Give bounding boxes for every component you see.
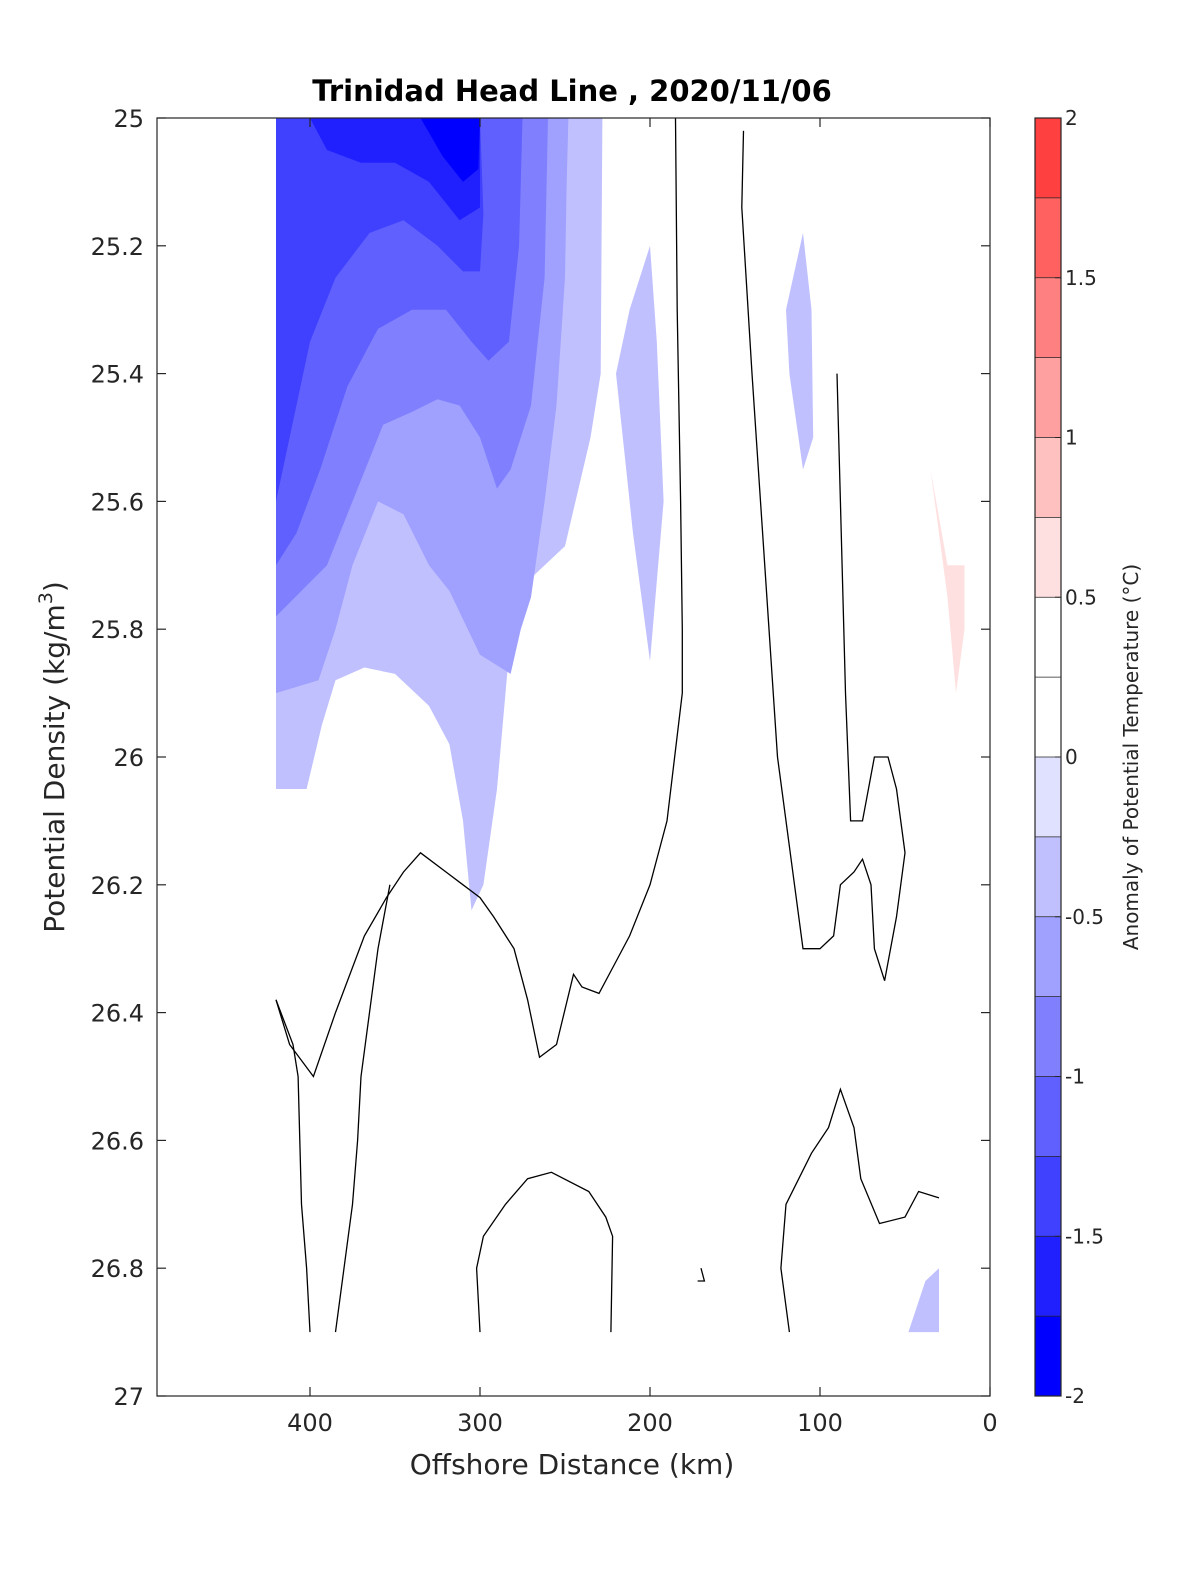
colorbar-swatch [1035, 597, 1061, 678]
colorbar-tick-label: -0.5 [1065, 905, 1104, 929]
colorbar-label: Anomaly of Potential Temperature (°C) [1119, 564, 1143, 950]
x-tick-label: 400 [287, 1409, 333, 1437]
colorbar-swatch [1035, 996, 1061, 1077]
x-axis-label: Offshore Distance (km) [410, 1448, 735, 1481]
x-axis-ticks: 400 300 200 100 0 [287, 118, 998, 1437]
y-tick-label: 26.6 [91, 1127, 144, 1155]
x-tick-label: 200 [627, 1409, 673, 1437]
y-axis-ticks: 25 25.2 25.4 25.6 25.8 26 26.2 26.4 26.6 26.8 27 [91, 105, 990, 1411]
colorbar-swatch [1035, 1236, 1061, 1317]
colorbar-swatch [1035, 677, 1061, 757]
y-tick-label: 26.8 [91, 1255, 144, 1283]
y-tick-label: 25.2 [91, 233, 144, 261]
colorbar-swatch [1035, 277, 1061, 358]
colorbar-tick-label: 0.5 [1065, 585, 1097, 609]
y-axis-label-close: ) [38, 581, 71, 592]
contour-line-3 [780, 1087, 940, 1333]
y-tick-label: 27 [113, 1383, 144, 1411]
contour-line-5 [334, 884, 391, 1333]
filled-region-8 [786, 233, 814, 470]
y-tick-label: 25 [113, 105, 144, 133]
colorbar-swatch [1035, 1156, 1061, 1237]
colorbar-tick-label: -1.5 [1065, 1224, 1104, 1248]
contour-line-6 [697, 1268, 706, 1282]
filled-region-13 [930, 469, 965, 694]
y-tick-label: 26.4 [91, 1000, 144, 1028]
filled-region-6 [420, 118, 480, 182]
contour-line-1 [741, 130, 906, 981]
filled-region-14 [697, 1057, 710, 1096]
colorbar: -2 -1.5 -1 -0.5 0 0.5 1 1.5 2 [1034, 106, 1104, 1408]
y-tick-label: 25.8 [91, 616, 144, 644]
colorbar-swatch [1035, 517, 1061, 598]
filled-contours [276, 118, 965, 1333]
chart-title: Trinidad Head Line , 2020/11/06 [312, 74, 832, 108]
y-tick-label: 26.2 [91, 872, 144, 900]
colorbar-tick-label: -1 [1065, 1065, 1085, 1089]
y-tick-label: 26 [113, 744, 144, 772]
x-tick-label: 300 [457, 1409, 503, 1437]
colorbar-swatch [1035, 118, 1061, 198]
contour-line-0 [275, 118, 683, 1078]
contour-line-4 [275, 999, 311, 1333]
colorbar-tick-label: 0 [1065, 745, 1078, 769]
filled-region-4 [276, 118, 484, 502]
y-tick-label: 25.4 [91, 361, 144, 389]
y-tick-label: 25.6 [91, 488, 144, 516]
colorbar-tick-label: -2 [1065, 1384, 1085, 1408]
colorbar-swatch [1035, 437, 1061, 518]
contour-line-2 [475, 1171, 614, 1333]
colorbar-swatch [1035, 357, 1061, 438]
colorbar-swatch [1035, 1316, 1061, 1396]
colorbar-swatch [1035, 1076, 1061, 1157]
colorbar-swatch [1035, 757, 1061, 837]
colorbar-tick-label: 2 [1065, 106, 1078, 130]
filled-region-10 [687, 169, 744, 662]
y-axis-label-superscript: 3 [35, 592, 57, 604]
y-axis-label: Potential Density (kg/m3) [35, 581, 71, 933]
x-tick-label: 100 [797, 1409, 843, 1437]
filled-region-9 [908, 1268, 939, 1333]
filled-region-7 [616, 245, 664, 662]
colorbar-swatch [1035, 916, 1061, 997]
y-axis-label-main: Potential Density (kg/m [38, 604, 71, 933]
filled-region-12 [905, 373, 953, 1122]
colorbar-swatch [1035, 197, 1061, 278]
colorbar-tick-label: 1 [1065, 426, 1078, 450]
x-tick-label: 0 [982, 1409, 997, 1437]
contour-lines [275, 118, 940, 1333]
colorbar-tick-label: 1.5 [1065, 266, 1097, 290]
colorbar-swatch [1035, 836, 1061, 917]
filled-region-11 [871, 373, 897, 553]
